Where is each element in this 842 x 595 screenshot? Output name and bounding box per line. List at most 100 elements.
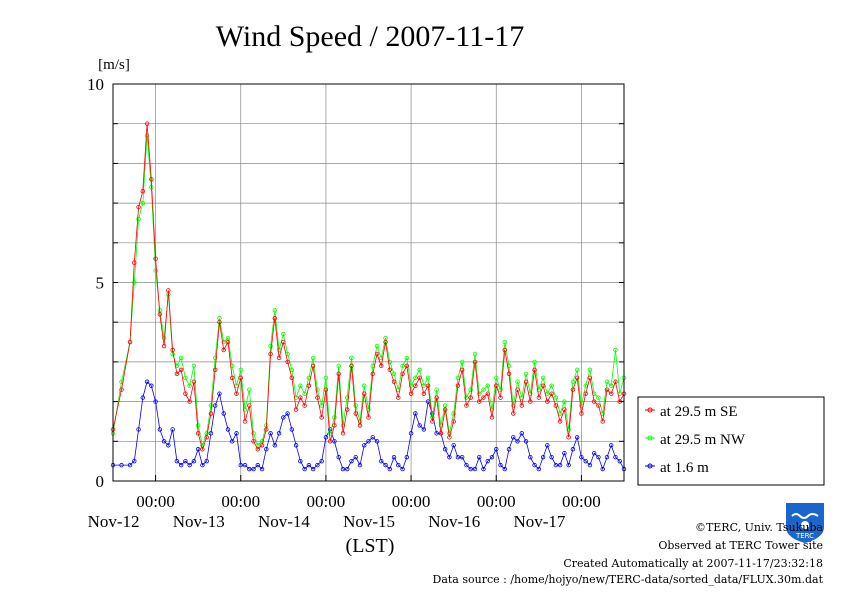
data-point (481, 395, 486, 400)
grid (113, 84, 624, 481)
data-point (451, 419, 456, 424)
data-point (506, 447, 512, 452)
data-point (238, 367, 243, 373)
data-point (298, 383, 303, 388)
data-point (144, 133, 150, 138)
data-point (234, 431, 239, 436)
data-point (400, 466, 405, 472)
data-point (293, 407, 299, 412)
data-point (374, 439, 380, 444)
data-point (472, 466, 478, 472)
data-point (442, 447, 448, 452)
data-point (596, 403, 601, 408)
data-point (315, 395, 320, 400)
data-point (242, 419, 248, 424)
data-point (451, 411, 456, 416)
data-point (442, 407, 448, 412)
data-point (319, 458, 324, 464)
data-point (430, 419, 435, 424)
data-point (268, 431, 273, 436)
legend-item: at 1.6 m (645, 460, 709, 476)
logo-drop-icon (801, 521, 809, 529)
data-point (481, 387, 486, 392)
data-point (200, 447, 205, 452)
data-point (345, 466, 350, 472)
data-point (345, 395, 350, 400)
data-point (557, 462, 563, 468)
data-point (132, 280, 137, 285)
data-point (468, 387, 473, 392)
data-point (553, 462, 559, 468)
data-point (570, 387, 576, 392)
data-point (319, 415, 324, 420)
data-point (340, 466, 346, 472)
data-point (251, 431, 256, 436)
data-point (183, 458, 188, 464)
data-point (323, 375, 329, 380)
x-tick-time: 00:00 (307, 492, 346, 511)
data-point (455, 383, 461, 388)
data-point (477, 454, 482, 460)
x-tick-date: Nov-12 (88, 512, 140, 531)
data-point (272, 316, 278, 321)
data-point (178, 462, 184, 468)
data-point (221, 347, 226, 353)
data-point (498, 395, 503, 400)
data-point (178, 367, 184, 373)
data-point (157, 312, 163, 317)
data-point (119, 387, 124, 392)
data-point (587, 462, 593, 468)
data-point (587, 375, 593, 380)
data-point (434, 395, 439, 400)
data-point (591, 399, 597, 404)
legend-item: at 29.5 m SE (645, 404, 738, 420)
data-point (357, 462, 363, 468)
data-point (553, 403, 559, 408)
data-point (609, 383, 614, 388)
data-point (438, 431, 444, 436)
data-point (187, 383, 192, 388)
data-point (396, 462, 401, 468)
data-point (574, 367, 580, 373)
legend-label: at 29.5 m SE (660, 404, 738, 420)
data-point (413, 375, 418, 380)
data-point (498, 462, 503, 468)
data-point (459, 367, 465, 373)
data-point (149, 383, 154, 388)
data-point (387, 359, 392, 365)
data-point (366, 415, 371, 420)
data-point (293, 443, 299, 448)
credit-copyright: ©TERC, Univ. Tsukuba (695, 521, 823, 534)
data-point (362, 443, 367, 448)
data-point (276, 355, 282, 361)
data-point (357, 423, 363, 428)
credit-site: Observed at TERC Tower site (658, 539, 823, 552)
data-point (540, 383, 546, 388)
data-point (374, 343, 380, 349)
data-point (374, 351, 380, 357)
data-point (494, 375, 499, 380)
data-point (536, 395, 542, 400)
data-point (136, 216, 141, 222)
data-point (174, 371, 180, 377)
data-point (587, 367, 593, 373)
data-point (353, 454, 358, 460)
data-point (157, 427, 163, 432)
data-point (485, 391, 490, 396)
data-point (413, 383, 418, 388)
data-point (234, 391, 239, 396)
logo-wave-icon (791, 513, 819, 519)
series-line (112, 123, 625, 451)
legend-marker (647, 435, 653, 441)
data-point (302, 403, 307, 408)
data-point (276, 431, 282, 436)
x-tick-date: Nov-17 (513, 512, 565, 531)
data-point (523, 371, 529, 377)
data-point (404, 363, 410, 369)
data-point (247, 466, 252, 472)
data-point (247, 403, 252, 408)
data-point (549, 383, 554, 388)
data-point (221, 339, 226, 345)
data-point (195, 423, 201, 428)
